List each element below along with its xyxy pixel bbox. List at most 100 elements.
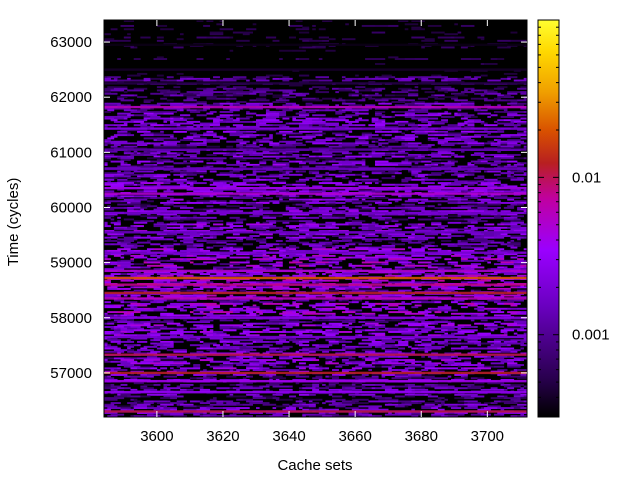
heatmap-cell (503, 206, 515, 209)
heatmap-cell (104, 175, 115, 178)
heatmap-cell (183, 238, 194, 241)
heatmap-cell (355, 330, 363, 333)
heatmap-cell (246, 173, 257, 176)
heatmap-cell (441, 87, 455, 90)
heatmap-cell (196, 135, 201, 138)
heatmap-cell (325, 238, 330, 241)
heatmap-cell (467, 337, 482, 340)
heatmap-cell (437, 236, 452, 239)
heatmap-cell (265, 185, 270, 188)
heatmap-cell (269, 129, 277, 132)
heatmap-cell (269, 102, 273, 105)
heatmap-cell (417, 97, 429, 100)
heatmap-cell (414, 337, 429, 340)
heatmap-cell (484, 240, 495, 242)
heatmap-cell (414, 86, 419, 89)
heatmap-cell (173, 201, 181, 204)
heatmap-cell (322, 198, 336, 201)
heatmap-cell (424, 178, 435, 181)
heatmap-cell (421, 321, 435, 324)
heatmap-cell (312, 330, 323, 333)
heatmap-cell (289, 253, 296, 256)
heatmap-cell (275, 246, 283, 249)
heatmap-cell (256, 87, 263, 90)
heatmap-cell (500, 213, 508, 216)
heatmap-cell (401, 132, 406, 135)
heatmap-cell (209, 228, 214, 231)
heatmap-cell (477, 302, 488, 305)
heatmap-cell (193, 294, 207, 297)
heatmap-cell (239, 77, 247, 80)
heatmap-cell (166, 248, 171, 251)
heatmap-cell (467, 266, 472, 269)
heatmap-cell (457, 172, 462, 175)
heatmap-cell (163, 344, 174, 347)
heatmap-cell (470, 173, 475, 176)
heatmap-cell (345, 243, 356, 246)
heatmap-cell (236, 220, 244, 223)
heatmap-cell (160, 155, 164, 158)
heatmap-cell (295, 195, 300, 198)
heatmap-cell (454, 206, 468, 209)
heatmap-cell (123, 129, 138, 132)
heatmap-cell (153, 271, 168, 274)
heatmap-cell (332, 355, 339, 358)
heatmap-cell (232, 345, 237, 348)
heatmap-cell (292, 360, 296, 363)
heatmap-cell (120, 330, 128, 333)
heatmap-cell (325, 287, 330, 290)
heatmap-cell (130, 258, 135, 261)
heatmap-cell (417, 110, 429, 113)
heatmap-cell (295, 263, 310, 266)
heatmap-cell (229, 36, 234, 39)
heatmap-cell (104, 360, 111, 363)
heatmap-cell (457, 109, 462, 112)
heatmap-cell (510, 221, 524, 224)
heatmap-cell (203, 352, 217, 355)
heatmap-cell (335, 286, 349, 289)
heatmap-cell (404, 264, 415, 267)
heatmap-cell (437, 355, 452, 358)
heatmap-cell (474, 188, 488, 191)
heatmap-cell (173, 86, 181, 89)
heatmap-cell (226, 140, 240, 143)
heatmap-cell (322, 210, 330, 213)
heatmap-cell (226, 357, 240, 360)
heatmap-cell (520, 233, 524, 236)
heatmap-cell (411, 170, 422, 173)
heatmap-cell (298, 344, 310, 347)
heatmap-cell (480, 359, 485, 362)
heatmap-cell (312, 24, 316, 27)
heatmap-cell (332, 266, 339, 269)
heatmap-cell (156, 89, 171, 92)
heatmap-cell (170, 264, 177, 267)
heatmap-cell (378, 203, 389, 206)
heatmap-cell (431, 195, 435, 198)
heatmap-cell (388, 311, 399, 314)
heatmap-cell (302, 188, 310, 191)
heatmap-cell (484, 63, 498, 65)
heatmap-cell (401, 273, 406, 276)
heatmap-cell (110, 173, 125, 176)
heatmap-cell (315, 158, 320, 161)
heatmap-cell (180, 114, 187, 117)
heatmap-cell (411, 350, 415, 353)
heatmap-cell (408, 198, 419, 201)
heatmap-cell (246, 134, 260, 137)
heatmap-cell (441, 115, 455, 118)
heatmap-cell (219, 256, 227, 259)
heatmap-cell (450, 287, 465, 290)
heatmap-cell (507, 124, 521, 127)
heatmap-cell (127, 77, 131, 80)
heatmap-cell (510, 236, 521, 239)
heatmap-cell (292, 311, 296, 314)
heatmap-cell (523, 145, 527, 148)
heatmap-cell (441, 286, 448, 289)
heatmap-cell (345, 198, 359, 201)
heatmap-cell (355, 326, 363, 328)
heatmap-cell (160, 357, 174, 360)
heatmap-cell (146, 240, 151, 242)
heatmap-cell (199, 92, 214, 95)
heatmap-cell (256, 287, 263, 290)
heatmap-cell (368, 329, 376, 332)
